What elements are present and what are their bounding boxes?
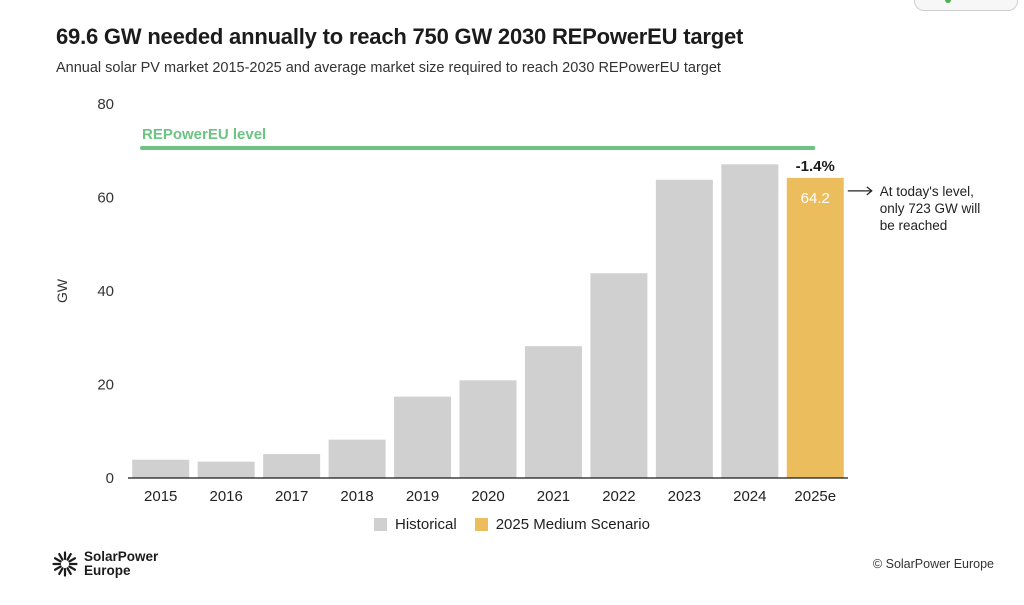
y-axis-label: GW (54, 278, 70, 303)
change-label-2025e: -1.4% (796, 158, 835, 175)
x-tick-label: 2023 (668, 488, 701, 505)
legend-item-historical: Historical (374, 516, 457, 533)
bar-2016 (197, 461, 255, 478)
annotation-arrowhead (866, 186, 873, 196)
legend-swatch-scenario (474, 518, 488, 531)
legend-label-historical: Historical (395, 516, 457, 533)
bar-2024 (721, 164, 779, 478)
y-tick-label: 0 (106, 470, 114, 487)
bar-2019 (394, 396, 452, 478)
bar-2021 (524, 346, 582, 478)
bar-2025e (786, 177, 844, 479)
x-tick-label: 2016 (209, 488, 242, 505)
x-tick-label: 2018 (340, 488, 373, 505)
x-tick-label: 2025e (794, 488, 836, 505)
bar-2017 (263, 454, 321, 478)
solarpower-logo: SolarPower Europe (52, 550, 158, 578)
y-tick-label: 80 (97, 96, 114, 113)
x-tick-label: 2024 (733, 488, 766, 505)
x-tick-label: 2017 (275, 488, 308, 505)
x-tick-label: 2021 (537, 488, 570, 505)
bar-value-label-2025e: 64.2 (801, 190, 830, 207)
x-tick-label: 2020 (471, 488, 504, 505)
sun-burst-icon (52, 551, 78, 577)
legend-swatch-historical (374, 518, 388, 531)
y-tick-label: 40 (97, 283, 114, 300)
bar-2015 (132, 459, 190, 478)
chart-subtitle: Annual solar PV market 2015-2025 and ave… (56, 60, 721, 76)
y-tick-label: 60 (97, 190, 114, 207)
y-tick-label: 20 (97, 377, 114, 394)
x-tick-label: 2015 (144, 488, 177, 505)
bar-2023 (655, 179, 713, 479)
bar-2018 (328, 439, 386, 478)
bar-2022 (590, 273, 648, 478)
x-tick-label: 2022 (602, 488, 635, 505)
x-tick-label: 2019 (406, 488, 439, 505)
logo-line-2: Europe (84, 563, 131, 578)
chart-title: 69.6 GW needed annually to reach 750 GW … (56, 24, 744, 49)
legend-label-scenario: 2025 Medium Scenario (495, 516, 650, 533)
repowereu-label: REPowerEU level (142, 126, 266, 143)
status-dot-icon (945, 0, 951, 3)
annotation-text-line: At today's level, (880, 184, 974, 199)
copyright-notice: © SolarPower Europe (872, 557, 994, 571)
legend: Historical 2025 Medium Scenario (0, 516, 1024, 533)
annotation-text-line: only 723 GW will (880, 201, 981, 216)
bar-2020 (459, 380, 517, 478)
legend-item-scenario: 2025 Medium Scenario (474, 516, 650, 533)
logo-line-1: SolarPower (84, 549, 159, 564)
annotation-text-line: be reached (880, 218, 948, 233)
